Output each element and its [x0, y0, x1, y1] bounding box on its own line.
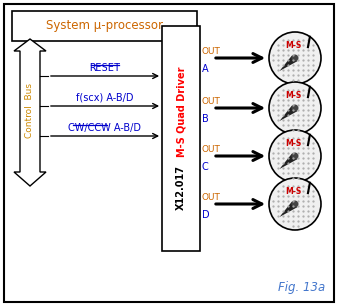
Text: X12.017: X12.017 — [176, 166, 186, 211]
Polygon shape — [280, 153, 297, 169]
Text: M-S: M-S — [285, 42, 301, 50]
Circle shape — [291, 200, 298, 207]
Text: B: B — [202, 114, 209, 124]
Text: M-S: M-S — [285, 91, 301, 100]
Text: OUT: OUT — [202, 193, 221, 203]
Polygon shape — [14, 39, 46, 186]
Text: OUT: OUT — [202, 145, 221, 155]
Text: M-S Quad Driver: M-S Quad Driver — [176, 66, 186, 157]
Circle shape — [269, 178, 321, 230]
Bar — [12, 11, 197, 41]
Text: System μ-processor: System μ-processor — [46, 20, 163, 32]
Text: f(scx) A-B/D: f(scx) A-B/D — [76, 93, 134, 103]
Bar — [162, 26, 200, 251]
Text: Control  Bus: Control Bus — [25, 83, 34, 138]
Text: OUT: OUT — [202, 47, 221, 57]
Circle shape — [269, 82, 321, 134]
Text: D: D — [202, 210, 210, 220]
Text: A: A — [202, 64, 209, 74]
Text: C: C — [202, 162, 209, 172]
Circle shape — [291, 54, 298, 62]
Text: Fig. 13a: Fig. 13a — [278, 281, 325, 294]
Circle shape — [291, 152, 298, 159]
Circle shape — [269, 130, 321, 182]
Circle shape — [291, 105, 298, 111]
Text: M-S: M-S — [285, 188, 301, 196]
Circle shape — [269, 32, 321, 84]
Text: RESET: RESET — [89, 63, 121, 73]
Polygon shape — [280, 105, 297, 121]
Polygon shape — [280, 201, 297, 217]
Text: CW/CCW A-B/D: CW/CCW A-B/D — [69, 123, 142, 133]
Text: OUT: OUT — [202, 98, 221, 106]
Text: M-S: M-S — [285, 140, 301, 148]
Polygon shape — [280, 55, 297, 71]
